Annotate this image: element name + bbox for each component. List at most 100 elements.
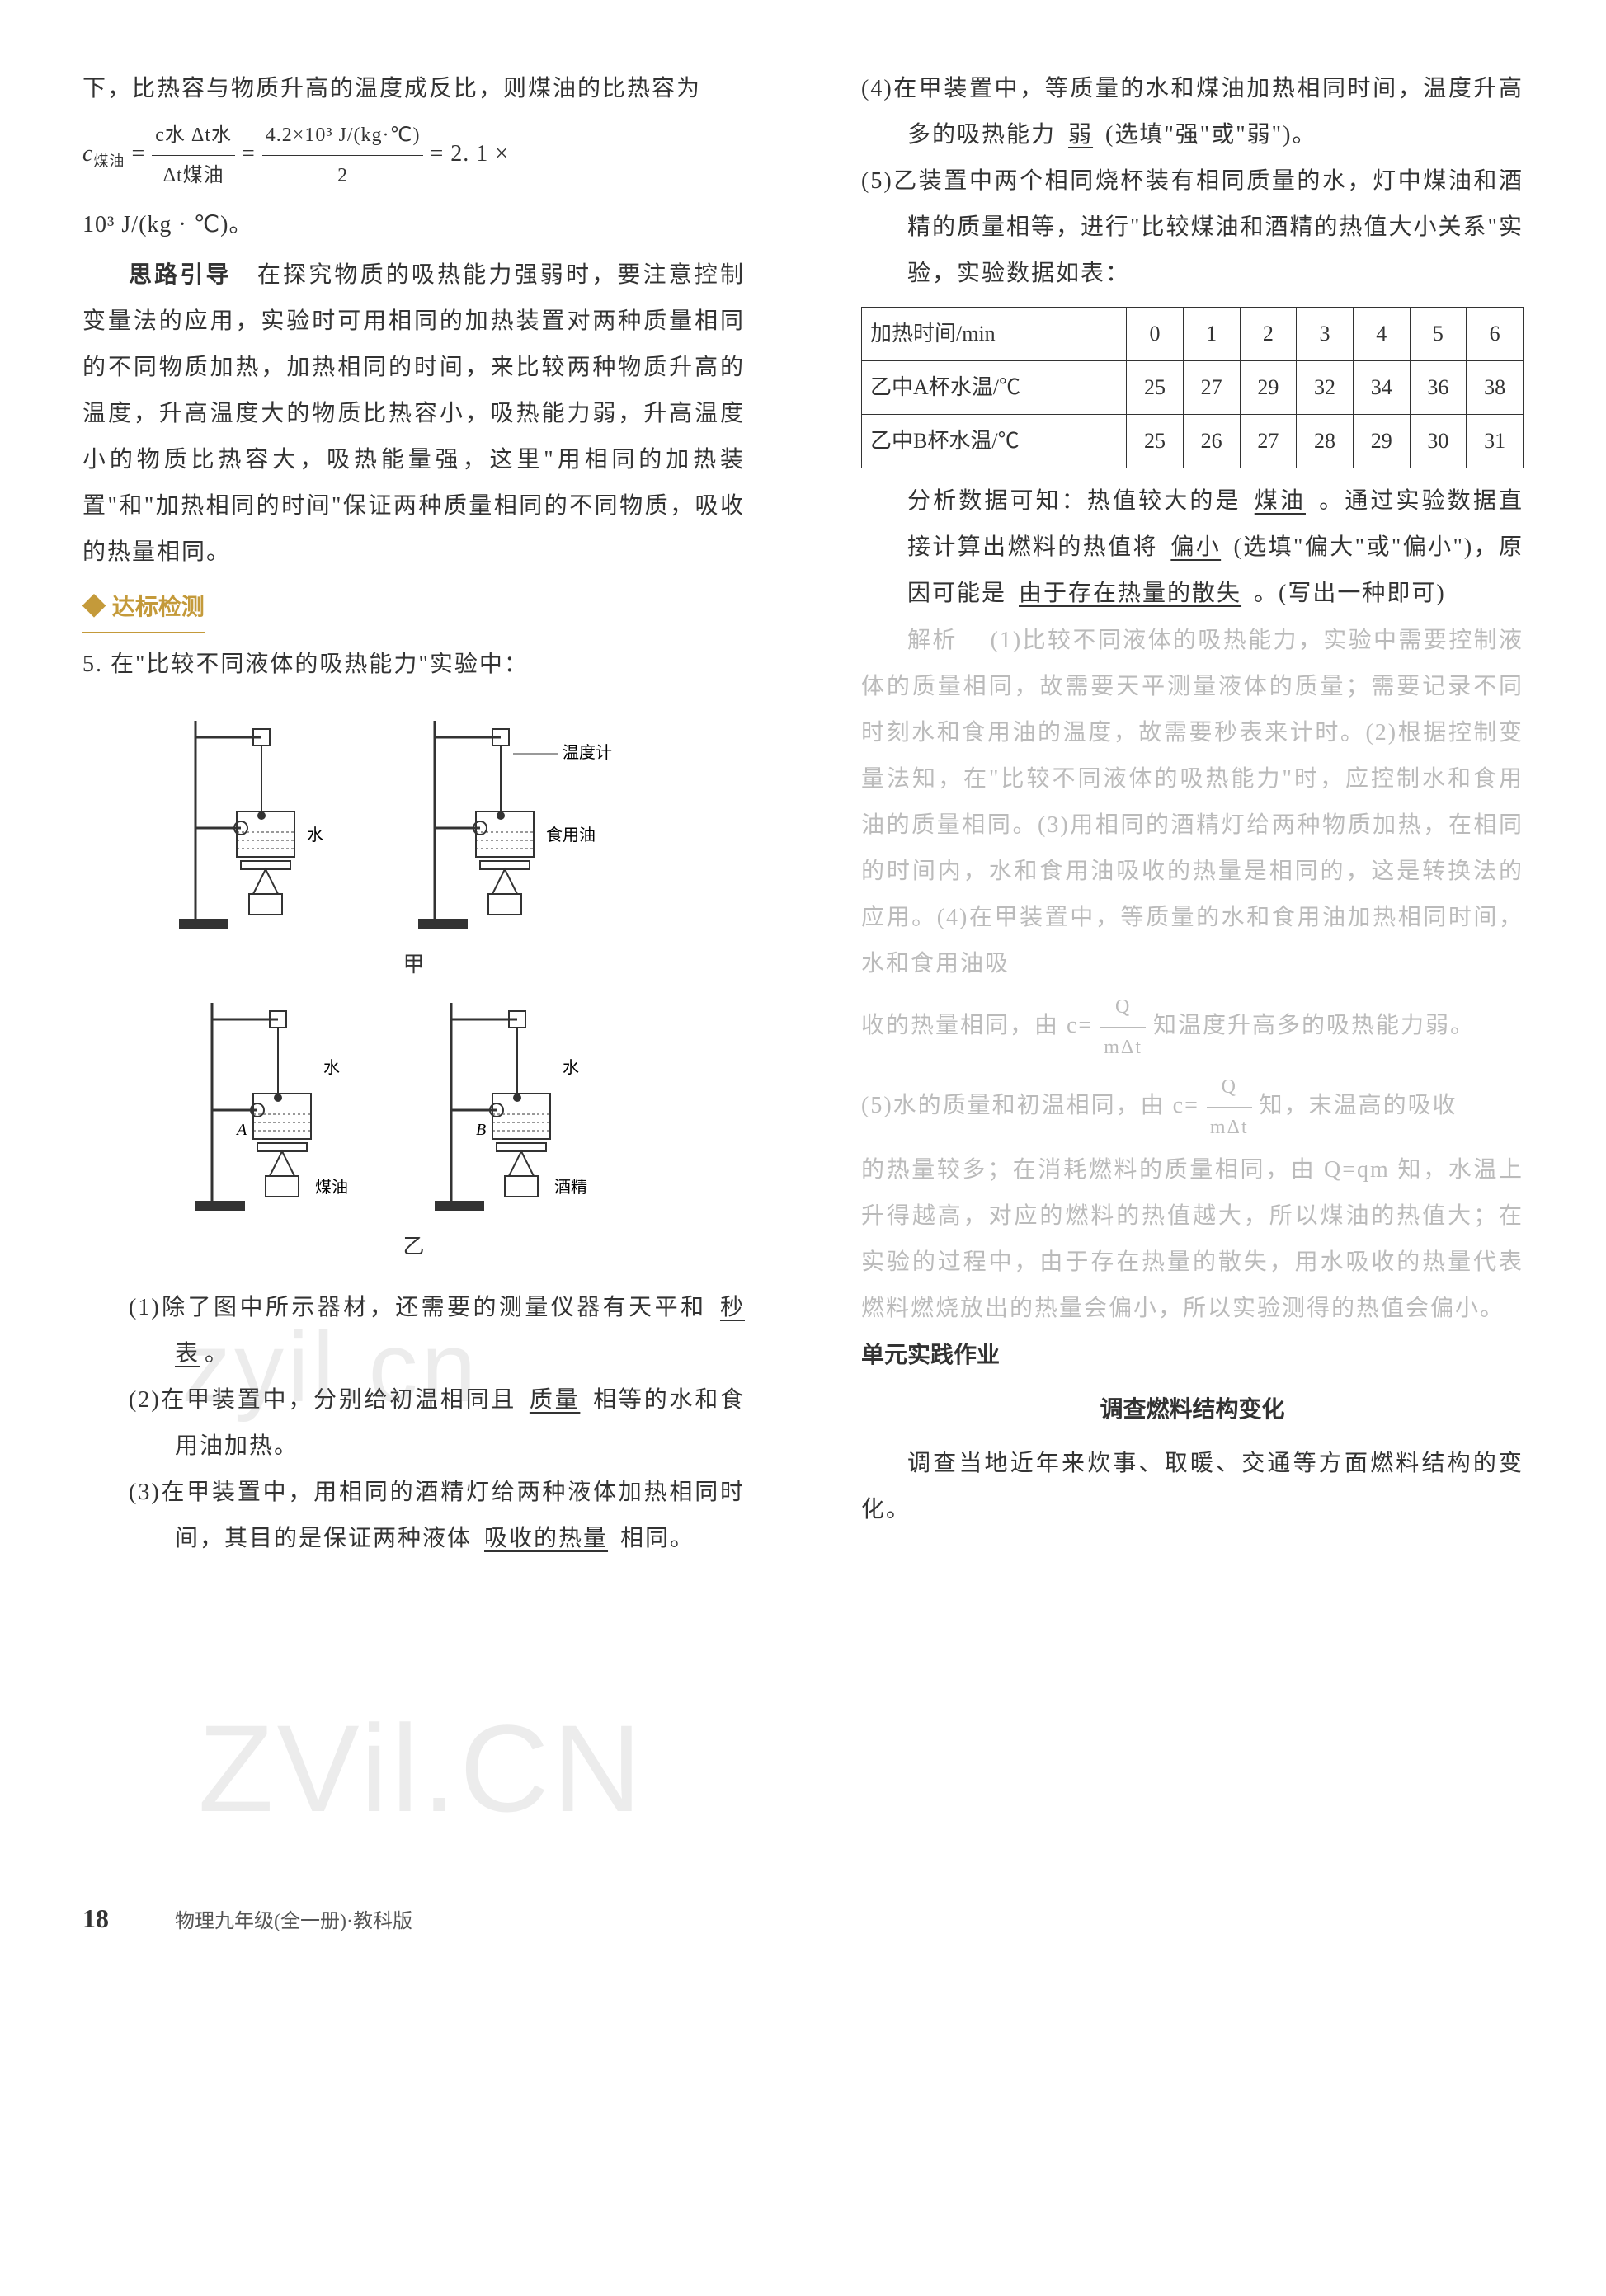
frac1: c水 Δt水 Δt煤油	[152, 115, 235, 195]
th-c2: 2	[1240, 308, 1297, 361]
th-c5: 5	[1410, 308, 1467, 361]
watermark-2: ZVil.CN	[198, 1644, 645, 1892]
th-c6: 6	[1467, 308, 1524, 361]
footer: 18 物理九年级(全一册)·教科版	[82, 1892, 1524, 1945]
apparatus-kerosene-icon: 水 A 煤油	[187, 986, 402, 1217]
guide-text: 在探究物质的吸热能力强弱时，要注意控制变量法的应用，实验时可用相同的加热装置对两…	[82, 262, 745, 565]
th-c1: 1	[1183, 308, 1240, 361]
apparatus-oil-icon: 温度计 食用油	[410, 704, 657, 935]
eq3: = 2. 1 ×	[430, 141, 509, 167]
guide-label: 思路引导	[129, 261, 232, 287]
analysis-2a: 收的热量相同，由 c=	[861, 1013, 1093, 1038]
q5-2: (2)在甲装置中，分别给初温相同且 质量 相等的水和食用油加热。	[129, 1377, 745, 1470]
a2-den: mΔt	[1100, 1028, 1146, 1067]
apparatus-alcohol-icon: 水 B 酒精	[426, 986, 641, 1217]
analysis-2-frac: Q mΔt	[1100, 987, 1146, 1067]
analysis-3b: 知，末温高的吸收	[1260, 1093, 1458, 1118]
label-alcohol: 酒精	[554, 1178, 587, 1197]
book-title: 物理九年级(全一册)·教科版	[175, 1902, 412, 1941]
eq1: =	[131, 141, 152, 167]
label-thermometer: 温度计	[563, 743, 612, 762]
a6: 38	[1467, 361, 1524, 415]
frac2-den: 2	[262, 156, 424, 195]
table-row-header: 加热时间/min 0 1 2 3 4 5 6	[862, 308, 1524, 361]
guide-paragraph: 思路引导 在探究物质的吸热能力强弱时，要注意控制变量法的应用，实验时可用相同的加…	[82, 252, 745, 576]
homework-text: 调查当地近年来炊事、取暖、交通等方面燃料结构的变化。	[861, 1441, 1524, 1533]
a3-num: Q	[1207, 1067, 1252, 1108]
q5-3-answer: 吸收的热量	[479, 1526, 613, 1551]
diagram-jia-row: 水	[82, 704, 745, 935]
analysis-2: 收的热量相同，由 c= Q mΔt 知温度升高多的吸热能力弱。	[861, 987, 1524, 1067]
th-b: 乙中B杯水温/℃	[862, 415, 1127, 468]
a5: 36	[1410, 361, 1467, 415]
label-water-yi1: 水	[323, 1058, 340, 1077]
q5-5d: 。(写出一种即可)	[1254, 581, 1446, 606]
q5-2a: (2)在甲装置中，分别给初温相同且	[129, 1387, 516, 1413]
frac1-num: c水 Δt水	[152, 115, 235, 156]
formula-var-c: c	[82, 141, 93, 167]
th-time: 加热时间/min	[862, 308, 1127, 361]
eq2: =	[242, 141, 262, 167]
a1: 27	[1183, 361, 1240, 415]
q5-5-ans2: 偏小	[1166, 534, 1226, 560]
b1: 26	[1183, 415, 1240, 468]
b2: 27	[1240, 415, 1297, 468]
analysis-1: (1)比较不同液体的吸热能力，实验中需要控制液体的质量相同，故需要天平测量液体的…	[861, 628, 1524, 976]
th-a: 乙中A杯水温/℃	[862, 361, 1127, 415]
q5-5a: 分析数据可知：热值较大的是	[907, 488, 1241, 514]
table-row-b: 乙中B杯水温/℃ 25 26 27 28 29 30 31	[862, 415, 1524, 468]
caption-jia: 甲	[82, 943, 745, 986]
page-content: 下，比热容与物质升高的温度成反比，则煤油的比热容为 c煤油 = c水 Δt水 Δ…	[82, 66, 1524, 1562]
diagram-jia: 水	[82, 704, 745, 1268]
q5-1: (1)除了图中所示器材，还需要的测量仪器有天平和 秒表。	[129, 1285, 745, 1377]
a3-den: mΔt	[1207, 1108, 1252, 1147]
q5-1b: 。	[205, 1341, 229, 1367]
frac2: 4.2×10³ J/(kg·℃) 2	[262, 115, 424, 195]
q5-2-answer: 质量	[525, 1387, 586, 1413]
analysis-4: 的热量较多；在消耗燃料的质量相同，由 Q=qm 知，水温上升得越高，对应的燃料的…	[861, 1147, 1524, 1332]
left-column: 下，比热容与物质升高的温度成反比，则煤油的比热容为 c煤油 = c水 Δt水 Δ…	[82, 66, 745, 1562]
analysis-3: (5)水的质量和初温相同，由 c= Q mΔt 知，末温高的吸收	[861, 1067, 1524, 1147]
formula-sub: 煤油	[93, 153, 125, 170]
q5-stem: 5. 在"比较不同液体的吸热能力"实验中：	[82, 642, 745, 688]
label-kerosene: 煤油	[315, 1178, 348, 1197]
b4: 29	[1353, 415, 1410, 468]
q5-5-ans3: 由于存在热量的散失	[1014, 581, 1246, 606]
right-column: (4)在甲装置中，等质量的水和煤油加热相同时间，温度升高多的吸热能力 弱 (选填…	[861, 66, 1524, 1562]
a3: 32	[1297, 361, 1354, 415]
q5-4-answer: 弱	[1063, 122, 1098, 148]
apparatus-water-icon: 水	[171, 704, 385, 935]
data-table: 加热时间/min 0 1 2 3 4 5 6 乙中A杯水温/℃ 25 27 29…	[861, 307, 1524, 468]
analysis-2b: 知温度升高多的吸热能力弱。	[1153, 1013, 1475, 1038]
a0: 25	[1127, 361, 1184, 415]
q5-3: (3)在甲装置中，用相同的酒精灯给两种液体加热相同时间，其目的是保证两种液体 吸…	[129, 1470, 745, 1562]
a2: 29	[1240, 361, 1297, 415]
label-a: A	[235, 1121, 247, 1139]
label-b: B	[476, 1121, 486, 1139]
page-number: 18	[82, 1892, 109, 1945]
q5-4: (4)在甲装置中，等质量的水和煤油加热相同时间，温度升高多的吸热能力 弱 (选填…	[861, 66, 1524, 158]
formula-line-2: 10³ J/(kg · ℃)。	[82, 199, 745, 252]
a2-num: Q	[1100, 987, 1146, 1028]
th-c0: 0	[1127, 308, 1184, 361]
section-header: 达标检测	[82, 584, 205, 633]
q5-3b: 相同。	[620, 1526, 695, 1551]
q5-4b: (选填"强"或"弱")。	[1105, 122, 1316, 148]
table-row-a: 乙中A杯水温/℃ 25 27 29 32 34 36 38	[862, 361, 1524, 415]
analysis-3-frac: Q mΔt	[1207, 1067, 1252, 1147]
q5-1a: (1)除了图中所示器材，还需要的测量仪器有天平和	[129, 1295, 707, 1320]
analysis-paragraph: 解析 (1)比较不同液体的吸热能力，实验中需要控制液体的质量相同，故需要天平测量…	[861, 617, 1524, 987]
unit-title: 单元实践作业	[861, 1332, 1524, 1378]
formula-line-1: c煤油 = c水 Δt水 Δt煤油 = 4.2×10³ J/(kg·℃) 2 =…	[82, 112, 745, 199]
q5-5-intro: (5)乙装置中两个相同烧杯装有相同质量的水，灯中煤油和酒精的质量相等，进行"比较…	[861, 158, 1524, 297]
frac1-den: Δt煤油	[152, 156, 235, 195]
b0: 25	[1127, 415, 1184, 468]
q5-5-ans1: 煤油	[1250, 488, 1311, 514]
label-water-yi2: 水	[563, 1058, 579, 1077]
analysis-label: 解析	[907, 627, 958, 652]
label-oil: 食用油	[546, 826, 596, 845]
q5-5-conclusion: 分析数据可知：热值较大的是 煤油 。通过实验数据直接计算出燃料的热值将 偏小 (…	[861, 478, 1524, 617]
th-c4: 4	[1353, 308, 1410, 361]
section-header-row: 达标检测	[82, 576, 745, 642]
label-water: 水	[307, 826, 323, 845]
